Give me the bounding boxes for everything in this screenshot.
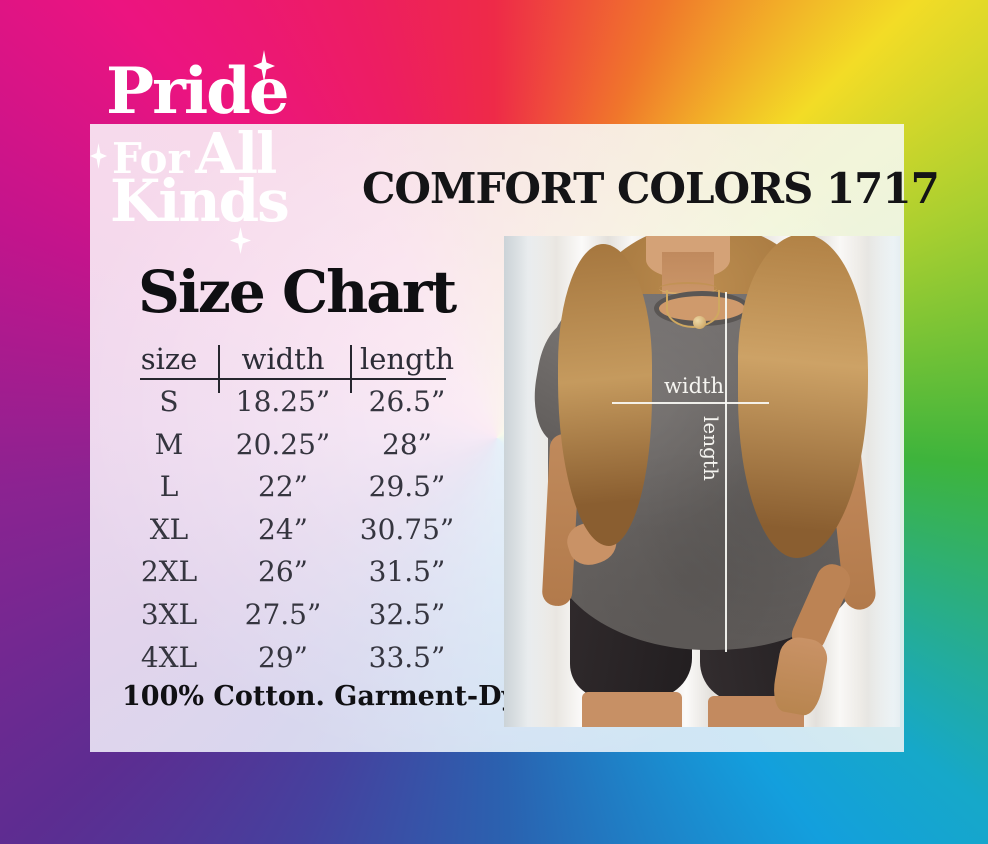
length-cell: 30.75” (359, 512, 455, 546)
product-title: COMFORT COLORS 1717 (362, 164, 940, 213)
table-row: 2XL 26” 31.5” (123, 551, 468, 594)
table-row: 4XL 29” 33.5” (123, 637, 468, 680)
length-cell: 31.5” (368, 555, 446, 589)
pendant-necklace (693, 316, 706, 329)
brand-word-for: For (112, 134, 190, 183)
column-header-width: width (241, 342, 325, 376)
column-header-size: size (140, 342, 198, 376)
column-divider (218, 345, 220, 393)
length-cell: 26.5” (368, 385, 446, 418)
table-row: M 20.25” 28” (123, 424, 468, 467)
table-row: L 22” 29.5” (123, 466, 468, 509)
model-hair-front-left (558, 244, 652, 546)
width-cell: 22” (258, 470, 308, 504)
size-cell: 2XL (140, 555, 198, 589)
length-cell: 28” (382, 427, 432, 461)
table-row: XL 24” 30.75” (123, 509, 468, 552)
size-cell: 3XL (140, 597, 198, 631)
brand-word-kinds: Kinds (110, 167, 290, 235)
width-measure-line (612, 402, 769, 404)
model-leg-left (582, 692, 682, 727)
table-body: S 18.25” 26.5” M 20.25” 28” L 22” 29.5” … (123, 381, 468, 679)
size-chart-title: Size Chart (138, 258, 457, 326)
model-hair-front-right (738, 236, 868, 558)
size-cell: S (159, 385, 179, 418)
size-cell: XL (149, 512, 189, 546)
table-header-row: size width length (123, 341, 468, 381)
brand-logo: Pride For All Kinds (100, 60, 340, 240)
length-cell: 33.5” (368, 640, 446, 674)
size-chart-table: size width length S 18.25” 26.5” M 20.25… (123, 341, 468, 679)
width-cell: 26” (258, 555, 308, 589)
width-cell: 27.5” (244, 597, 322, 631)
pendant-chain (666, 290, 720, 328)
length-measure-label: length (699, 416, 723, 481)
brand-line-for-all: For All (112, 126, 277, 194)
table-row: 3XL 27.5” 32.5” (123, 594, 468, 637)
column-header-length: length (359, 342, 454, 376)
length-measure-line (725, 292, 727, 652)
brand-word-pride: Pride (106, 54, 290, 129)
size-cell: 4XL (140, 640, 198, 674)
length-cell: 29.5” (368, 470, 446, 504)
header-underline (140, 378, 446, 380)
width-cell: 24” (258, 512, 308, 546)
size-cell: L (159, 470, 179, 504)
size-cell: M (154, 427, 184, 461)
width-measure-label: width (663, 374, 725, 398)
width-cell: 29” (258, 640, 308, 674)
width-cell: 20.25” (235, 427, 331, 461)
fabric-footnote: 100% Cotton. Garment-Dyed. (122, 681, 563, 712)
brand-word-all: All (195, 121, 277, 187)
width-cell: 18.25” (235, 385, 331, 418)
column-divider (350, 345, 352, 393)
table-row: S 18.25” 26.5” (123, 381, 468, 424)
length-cell: 32.5” (368, 597, 446, 631)
product-photo: width length (504, 236, 900, 727)
